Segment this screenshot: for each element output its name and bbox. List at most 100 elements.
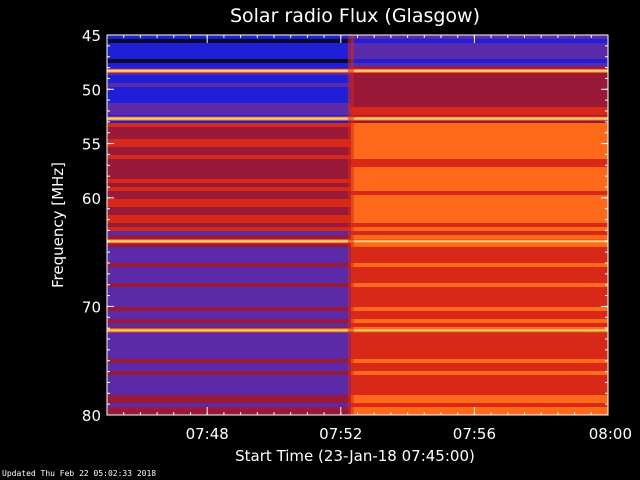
x-tick-label: 07:48 — [186, 425, 229, 443]
spectrogram-row-post — [350, 371, 608, 376]
spectrogram-row-pre — [107, 83, 351, 88]
spectrogram-row-pre — [107, 171, 351, 176]
spectrogram-row-pre — [107, 267, 351, 272]
interference-line-core — [107, 69, 608, 72]
spectrogram-row-pre — [107, 351, 351, 356]
spectrogram-row-pre — [107, 195, 351, 200]
spectrogram-row-post — [350, 127, 608, 132]
spectrogram-row-post — [350, 315, 608, 320]
spectrogram-row-post — [350, 207, 608, 212]
spectrogram-row-post — [350, 407, 608, 412]
spectrogram-row-pre — [107, 307, 351, 312]
spectrogram-row-post — [350, 135, 608, 140]
spectrogram-row-post — [350, 215, 608, 220]
spectrogram-row-pre — [107, 215, 351, 220]
spectrogram-row-pre — [107, 223, 351, 228]
spectrogram-row-post — [350, 195, 608, 200]
spectrogram-row-post — [350, 35, 608, 40]
spectrogram-row-pre — [107, 375, 351, 380]
spectrogram-row-pre — [107, 179, 351, 184]
spectrogram-row-post — [350, 355, 608, 360]
spectrogram-row-pre — [107, 99, 351, 104]
spectrogram-row-pre — [107, 191, 351, 196]
spectrogram-row-pre — [107, 347, 351, 352]
spectrogram-row-pre — [107, 263, 351, 268]
spectrogram-row-post — [350, 143, 608, 148]
spectrogram-row-post — [350, 383, 608, 388]
spectrogram-row-post — [350, 319, 608, 324]
spectrogram-row-post — [350, 323, 608, 328]
spectrogram-row-post — [350, 39, 608, 44]
spectrogram-row-pre — [107, 163, 351, 168]
spectrogram-row-pre — [107, 331, 351, 336]
x-tick-label: 07:56 — [453, 425, 496, 443]
spectrogram-row-pre — [107, 59, 351, 64]
spectrogram-row-post — [350, 263, 608, 268]
spectrogram-row-post — [350, 99, 608, 104]
spectrogram-row-post — [350, 311, 608, 316]
spectrogram-row-post — [350, 103, 608, 108]
x-axis: 07:48 07:52 07:56 08:00 — [106, 35, 632, 443]
spectrogram-row-pre — [107, 295, 351, 300]
y-tick-label: 80 — [82, 407, 101, 425]
spectrogram-row-post — [350, 131, 608, 136]
spectrogram-row-pre — [107, 199, 351, 204]
spectrogram-row-pre — [107, 175, 351, 180]
spectrogram-row-post — [350, 231, 608, 236]
spectrogram-row-post — [350, 191, 608, 196]
spectrogram-row-pre — [107, 335, 351, 340]
spectrogram-row-pre — [107, 359, 351, 364]
spectrogram-row-post — [350, 51, 608, 56]
spectrogram-row-post — [350, 255, 608, 260]
spectrogram-row-pre — [107, 319, 351, 324]
spectrogram-row-pre — [107, 91, 351, 96]
spectrogram-row-pre — [107, 207, 351, 212]
spectrogram-row-pre — [107, 315, 351, 320]
spectrogram-row-post — [350, 87, 608, 92]
interference-line-core — [107, 329, 608, 332]
spectrogram-row-pre — [107, 219, 351, 224]
spectrogram-row-pre — [107, 251, 351, 256]
spectrogram-row-pre — [107, 311, 351, 316]
spectrogram-row-pre — [107, 247, 351, 252]
y-axis-label: Frequency [MHz] — [49, 162, 67, 288]
spectrogram-row-post — [350, 223, 608, 228]
spectrogram-row-pre — [107, 75, 351, 80]
spectrogram-row-post — [350, 199, 608, 204]
spectrogram-row-pre — [107, 119, 351, 124]
spectrogram-row-pre — [107, 279, 351, 284]
y-tick-label: 45 — [82, 27, 101, 45]
spectrogram-row-post — [350, 367, 608, 372]
spectrogram-row-post — [350, 71, 608, 76]
spectrogram-row-pre — [107, 43, 351, 48]
spectrogram-row-pre — [107, 211, 351, 216]
spectrogram-row-post — [350, 171, 608, 176]
spectrogram-row-post — [350, 247, 608, 252]
spectrogram-row-pre — [107, 87, 351, 92]
spectrogram-row-post — [350, 363, 608, 368]
spectrogram-row-post — [350, 211, 608, 216]
spectrogram-row-post — [350, 55, 608, 60]
spectrogram-row-post — [350, 307, 608, 312]
spectrogram-row-post — [350, 163, 608, 168]
spectrogram-row-pre — [107, 55, 351, 60]
spectrogram-row-pre — [107, 203, 351, 208]
spectrogram-row-pre — [107, 95, 351, 100]
y-axis: 45 50 55 60 70 80 — [82, 27, 608, 425]
spectrogram-row-post — [350, 79, 608, 84]
x-tick-label: 08:00 — [589, 425, 632, 443]
spectrogram-row-pre — [107, 35, 351, 40]
spectrogram-row-post — [350, 295, 608, 300]
spectrogram-row-post — [350, 159, 608, 164]
spectrogram-row-pre — [107, 159, 351, 164]
spectrogram-row-pre — [107, 323, 351, 328]
spectrogram-row-post — [350, 279, 608, 284]
spectrogram-row-post — [350, 403, 608, 408]
spectrogram-row-pre — [107, 39, 351, 44]
spectrogram-row-post — [350, 107, 608, 112]
spectrogram-row-pre — [107, 363, 351, 368]
spectrogram-row-post — [350, 267, 608, 272]
spectrogram-row-post — [350, 243, 608, 248]
spectrogram-row-pre — [107, 411, 351, 415]
